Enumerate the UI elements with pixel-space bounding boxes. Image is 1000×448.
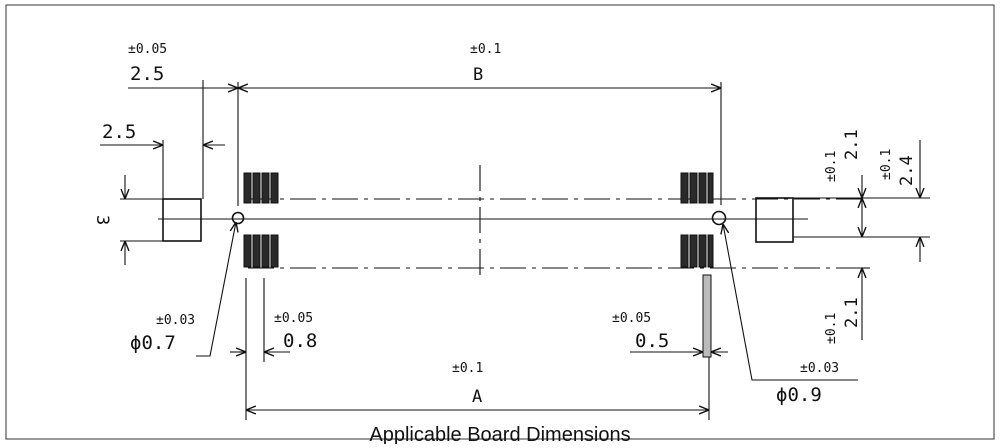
- pitch-left-tolerance: ±0.05: [274, 311, 313, 326]
- centerlines: [158, 165, 862, 278]
- top-left-tolerance: ±0.05: [128, 42, 167, 57]
- outer-frame: [5, 4, 995, 440]
- left-gap-value: 2.5: [102, 121, 136, 143]
- pitch-right-value: 0.5: [635, 330, 669, 352]
- hole-right-tolerance: ±0.03: [800, 361, 839, 376]
- right-top-tolerance: ±0.1: [824, 151, 839, 182]
- right-bot-tolerance: ±0.1: [824, 313, 839, 344]
- pitch-left-value: 0.8: [283, 330, 317, 352]
- height-value: 3: [92, 215, 112, 225]
- hole-right-value: ϕ0.9: [776, 384, 822, 406]
- top-b-tolerance: ±0.1: [470, 42, 501, 57]
- top-left-value: 2.5: [130, 63, 164, 85]
- hole-left-tolerance: ±0.03: [156, 313, 195, 328]
- right-mid-value: 2.4: [897, 155, 917, 186]
- right-pad-group: [680, 172, 714, 358]
- right-mid-tolerance: ±0.1: [879, 149, 894, 180]
- right-bot-value: 2.1: [842, 297, 862, 328]
- leader-right-hole: [723, 224, 858, 381]
- left-pad-group: [243, 172, 279, 268]
- figure-caption: Applicable Board Dimensions: [369, 424, 630, 444]
- leader-left-hole: [196, 222, 236, 357]
- bottom-a-value: A: [472, 387, 482, 407]
- left-square-cutout: [162, 198, 202, 242]
- bottom-a-tolerance: ±0.1: [452, 361, 483, 376]
- right-pitch-hatch: [702, 274, 712, 358]
- hole-left-value: ϕ0.7: [130, 332, 176, 354]
- dimension-lines: [100, 88, 920, 410]
- right-locating-hole: [711, 210, 727, 226]
- top-b-value: B: [473, 65, 483, 85]
- right-top-value: 2.1: [842, 129, 862, 160]
- right-square-cutout: [755, 197, 794, 243]
- left-locating-hole: [231, 211, 245, 225]
- pitch-right-tolerance: ±0.05: [612, 311, 651, 326]
- dimension-labels: ±0.05 2.5 2.5 3 ±0.1 B ±0.1 2.1 ±0.1 2.4…: [92, 42, 917, 407]
